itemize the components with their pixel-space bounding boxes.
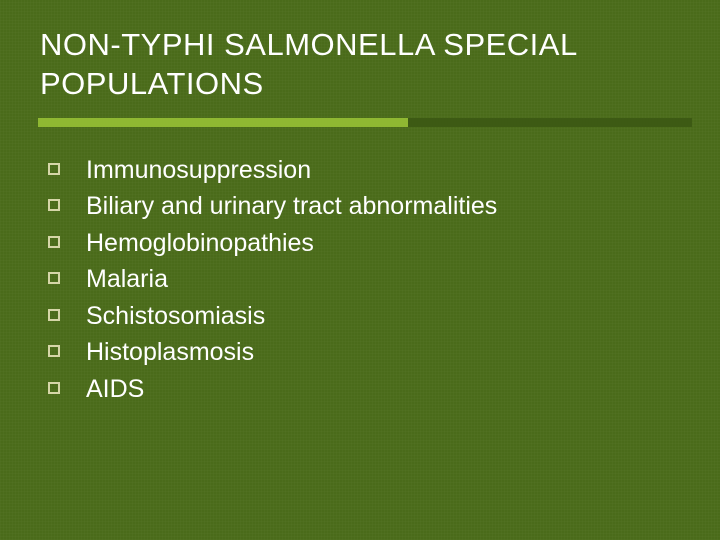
square-bullet-icon	[48, 309, 60, 321]
underline-accent	[38, 118, 408, 127]
square-bullet-icon	[48, 236, 60, 248]
list-item: Schistosomiasis	[48, 299, 692, 334]
list-item: Histoplasmosis	[48, 335, 692, 370]
square-bullet-icon	[48, 382, 60, 394]
square-bullet-icon	[48, 345, 60, 357]
square-bullet-icon	[48, 272, 60, 284]
title-underline	[38, 118, 692, 127]
list-item-label: Histoplasmosis	[86, 335, 254, 370]
list-item-label: Immunosuppression	[86, 153, 311, 188]
list-item-label: Hemoglobinopathies	[86, 226, 314, 261]
list-item: Biliary and urinary tract abnormalities	[48, 189, 692, 224]
square-bullet-icon	[48, 199, 60, 211]
underline-rest	[408, 118, 692, 127]
list-item-label: Malaria	[86, 262, 168, 297]
list-item: Hemoglobinopathies	[48, 226, 692, 261]
list-item-label: AIDS	[86, 372, 144, 407]
list-item: Malaria	[48, 262, 692, 297]
list-item: AIDS	[48, 372, 692, 407]
bullet-list: Immunosuppression Biliary and urinary tr…	[40, 153, 692, 407]
list-item-label: Biliary and urinary tract abnormalities	[86, 189, 497, 224]
list-item-label: Schistosomiasis	[86, 299, 265, 334]
square-bullet-icon	[48, 163, 60, 175]
list-item: Immunosuppression	[48, 153, 692, 188]
slide-title: NON-TYPHI SALMONELLA SPECIAL POPULATIONS	[40, 26, 692, 104]
